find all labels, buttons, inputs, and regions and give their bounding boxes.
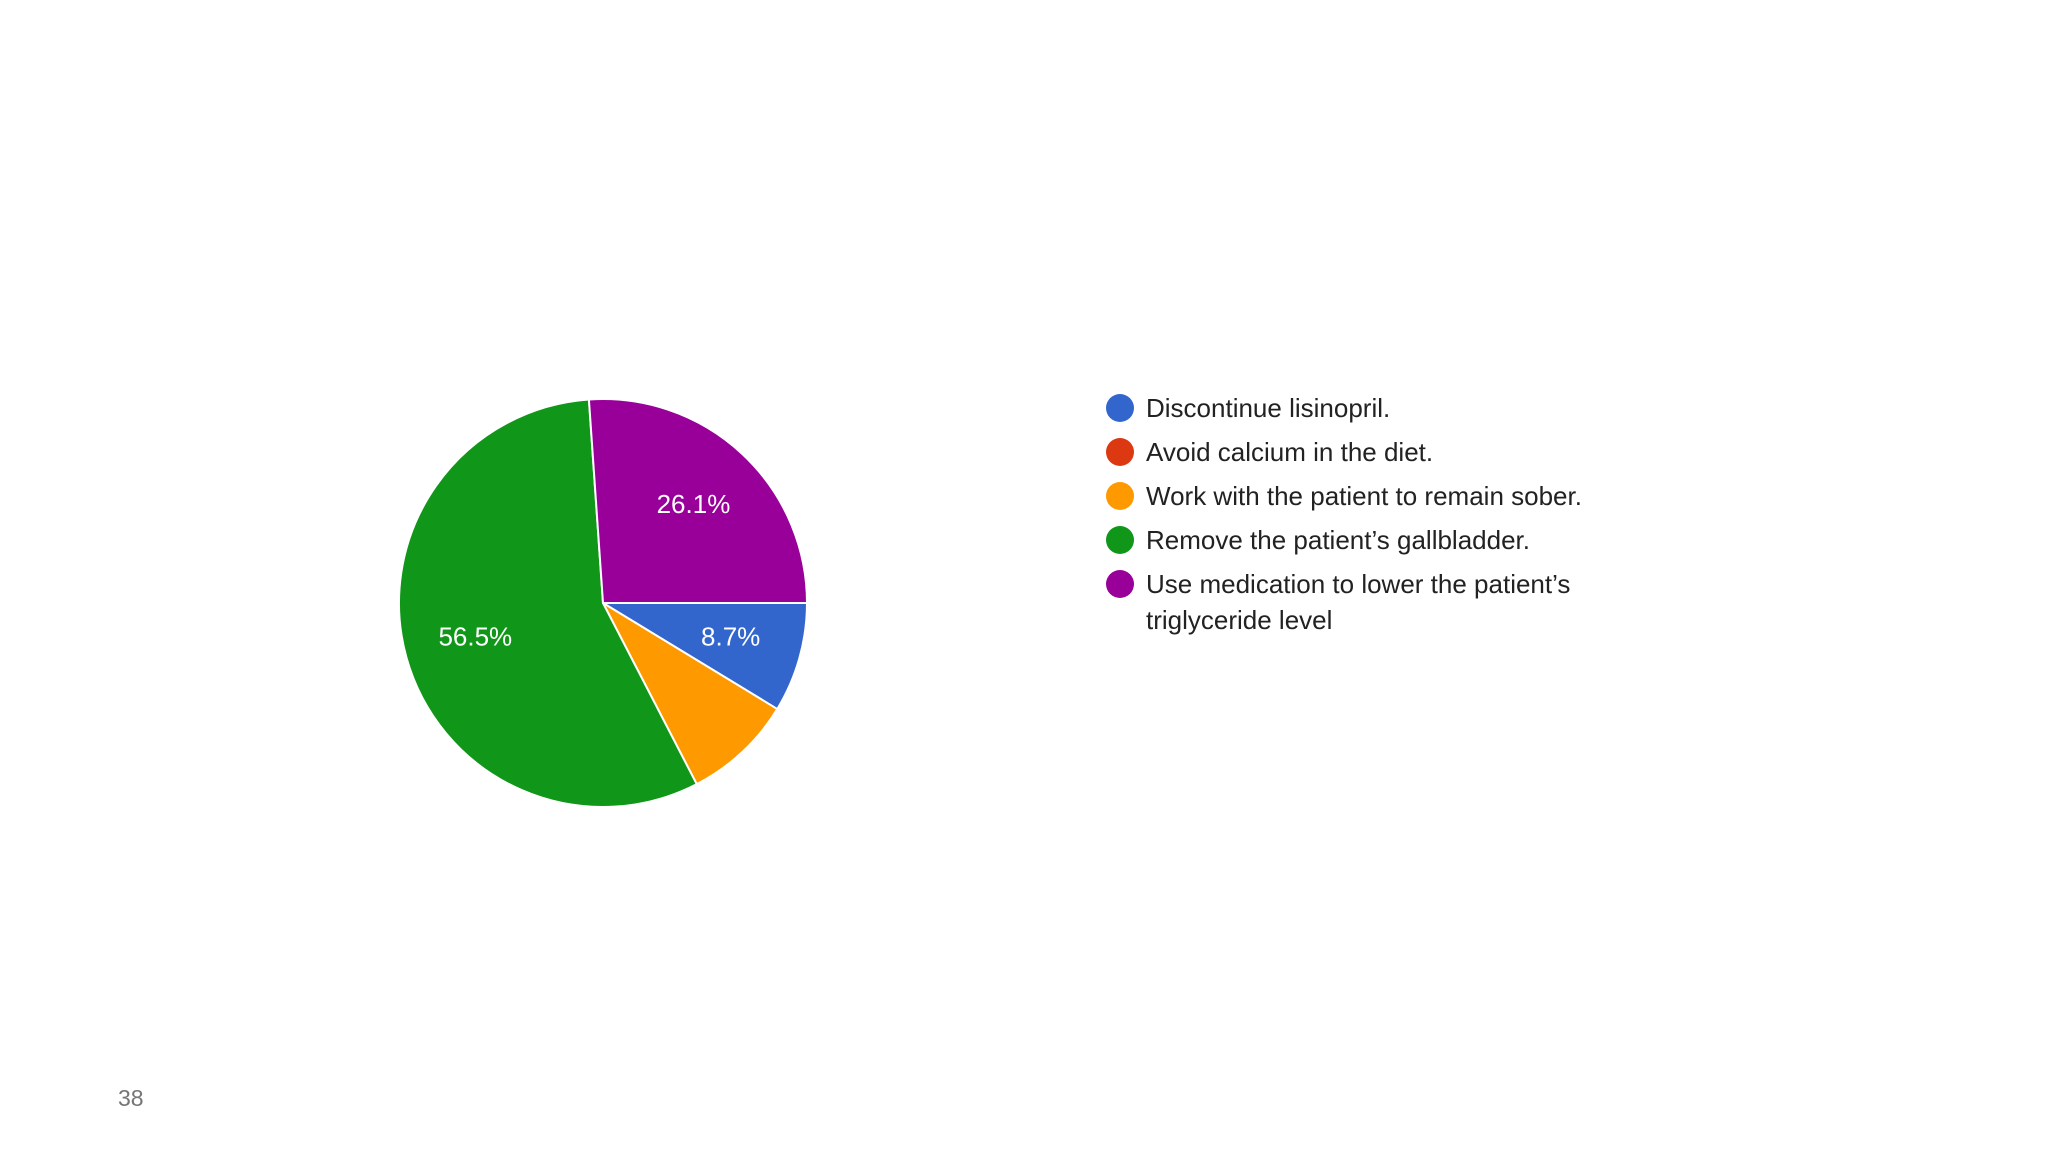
pie-slice xyxy=(600,600,779,786)
legend-item: Remove the patient’s gallbladder. xyxy=(1106,522,1626,558)
legend-swatch xyxy=(1106,482,1134,510)
legend-label: Discontinue lisinopril. xyxy=(1146,393,1391,423)
legend-swatch xyxy=(1106,438,1134,466)
legend-label: Work with the patient to remain sober. xyxy=(1146,481,1582,511)
slice-label: 56.5% xyxy=(438,622,512,652)
pie-slice xyxy=(599,602,809,711)
pie-slice xyxy=(587,398,809,604)
slice-label: 8.7% xyxy=(701,622,760,652)
legend-label: Use medication to lower the patient’s tr… xyxy=(1146,569,1571,635)
legend-item: Work with the patient to remain sober. xyxy=(1106,478,1626,514)
page-number: 38 xyxy=(118,1085,144,1111)
legend-item: Discontinue lisinopril. xyxy=(1106,390,1626,426)
slice-label: 26.1% xyxy=(657,489,731,519)
legend-label: Avoid calcium in the diet. xyxy=(1146,437,1434,467)
legend: Discontinue lisinopril. Avoid calcium in … xyxy=(1106,390,1626,646)
legend-swatch xyxy=(1106,394,1134,422)
legend-swatch xyxy=(1106,526,1134,554)
legend-label: Remove the patient’s gallbladder. xyxy=(1146,525,1530,555)
pie-slice xyxy=(398,398,699,808)
legend-item: Use medication to lower the patient’s tr… xyxy=(1106,566,1626,638)
legend-item: Avoid calcium in the diet. xyxy=(1106,434,1626,470)
legend-swatch xyxy=(1106,570,1134,598)
